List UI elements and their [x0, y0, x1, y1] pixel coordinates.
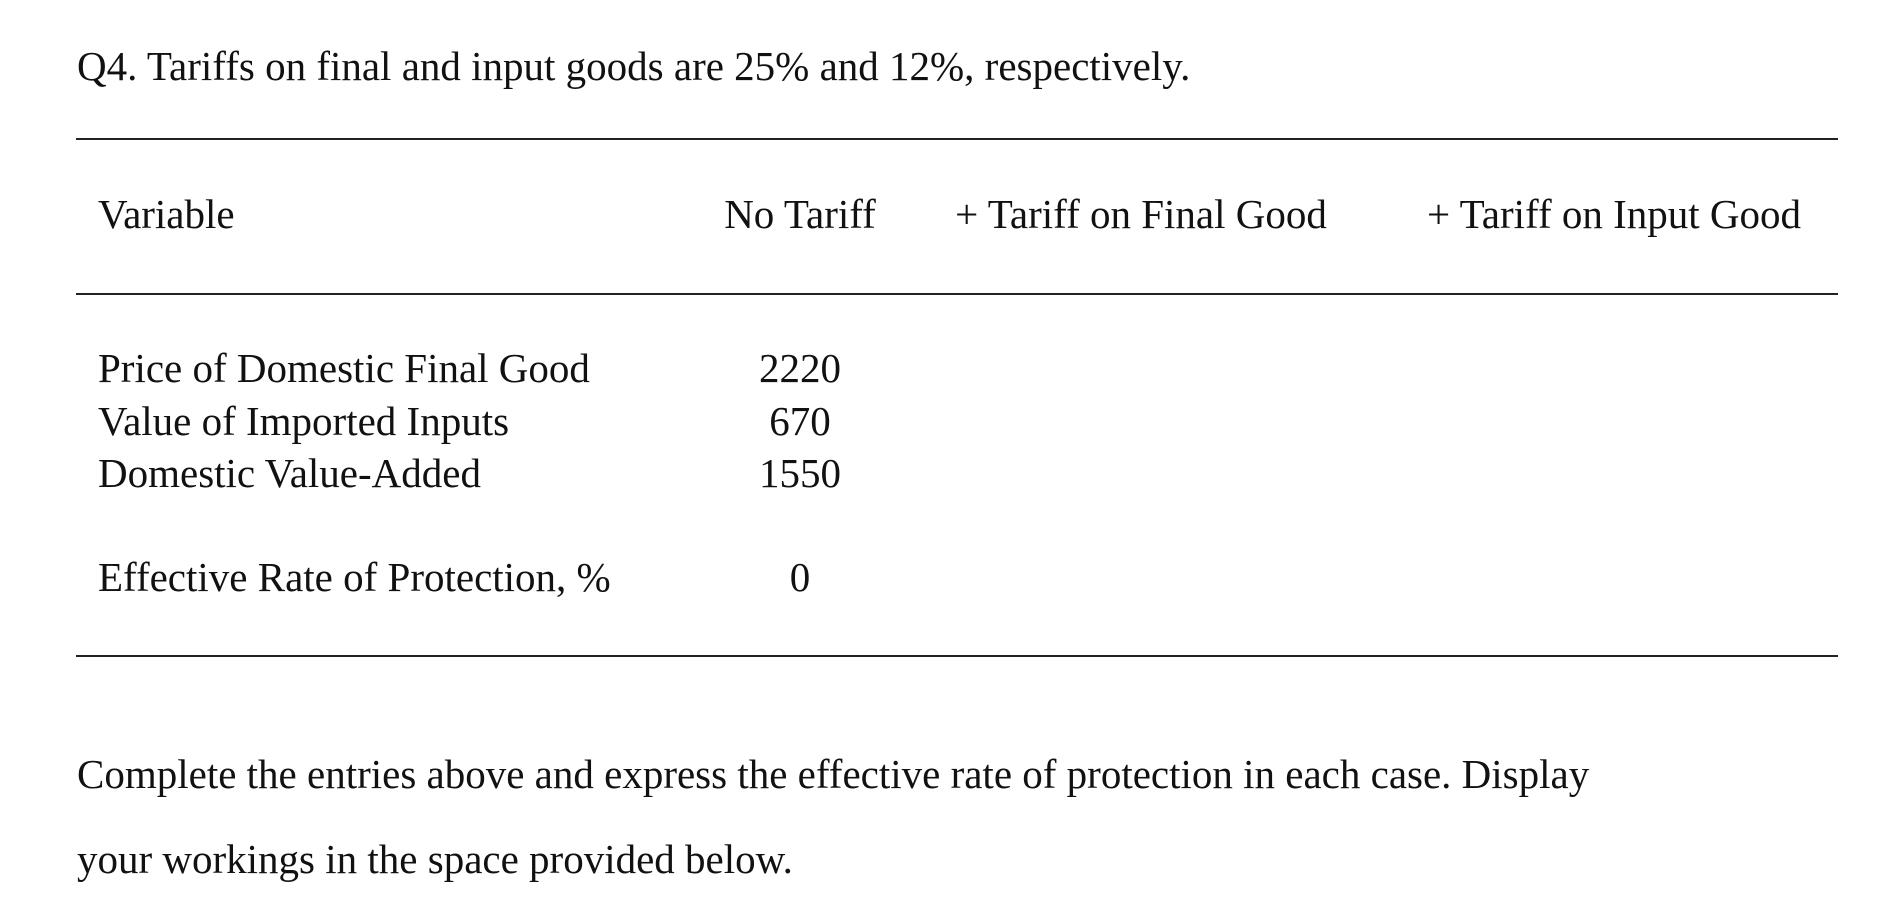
table-top-rule — [76, 138, 1838, 140]
row-value-no-tariff: 0 — [789, 554, 811, 600]
header-no-tariff: No Tariff — [724, 191, 876, 237]
instructions-line-2: your workings in the space provided belo… — [77, 836, 793, 882]
table-bottom-rule — [76, 655, 1838, 657]
row-label: Effective Rate of Protection, % — [98, 554, 611, 600]
row-value-no-tariff: 670 — [769, 398, 831, 444]
row-label: Value of Imported Inputs — [98, 398, 510, 444]
header-variable: Variable — [98, 191, 235, 237]
row-value-no-tariff: 2220 — [759, 345, 841, 391]
table-header-rule — [76, 293, 1838, 295]
header-tariff-final-good: + Tariff on Final Good — [955, 191, 1327, 237]
question-title: Q4. Tariffs on final and input goods are… — [77, 43, 1191, 89]
row-label: Price of Domestic Final Good — [98, 345, 590, 391]
instructions-line-1: Complete the entries above and express t… — [77, 751, 1590, 797]
header-tariff-input-good: + Tariff on Input Good — [1426, 191, 1802, 237]
row-label: Domestic Value-Added — [98, 450, 481, 496]
row-value-no-tariff: 1550 — [759, 450, 841, 496]
